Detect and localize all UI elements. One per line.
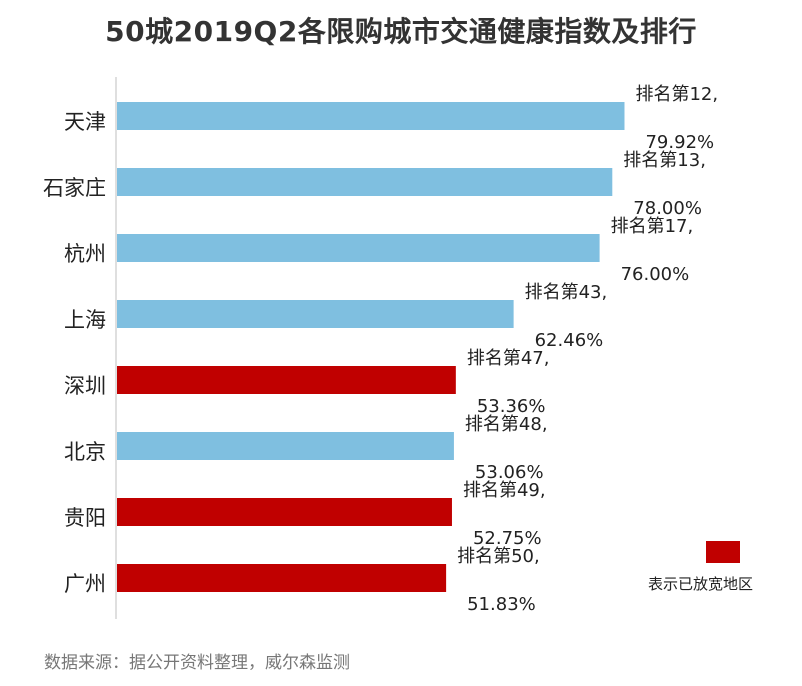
value-label-3: 76.00% xyxy=(621,264,690,285)
bar-7 xyxy=(117,498,452,526)
category-label-4: 上海 xyxy=(64,308,106,332)
category-label-6: 北京 xyxy=(64,440,106,464)
bar-5 xyxy=(117,366,456,394)
bar-8 xyxy=(117,564,447,592)
source-note: 数据来源：据公开资料整理，威尔森监测 xyxy=(44,653,350,673)
rank-label-7: 排名第49, xyxy=(463,480,546,501)
value-label-4: 62.46% xyxy=(535,330,604,351)
legend-swatch xyxy=(706,541,740,563)
category-label-3: 杭州 xyxy=(64,242,106,266)
bar-3 xyxy=(117,234,600,262)
rank-label-6: 排名第48, xyxy=(465,414,548,435)
value-label-6: 53.06% xyxy=(475,462,544,483)
category-label-8: 广州 xyxy=(64,572,106,596)
rank-label-1: 排名第12, xyxy=(635,84,718,105)
rank-label-5: 排名第47, xyxy=(467,348,550,369)
rank-label-4: 排名第43, xyxy=(525,282,608,303)
category-label-1: 天津 xyxy=(64,110,106,134)
value-label-2: 78.00% xyxy=(633,198,702,219)
rank-label-2: 排名第13, xyxy=(623,150,706,171)
value-label-7: 52.75% xyxy=(473,528,542,549)
value-label-8: 51.83% xyxy=(467,594,536,615)
bar-4 xyxy=(117,300,514,328)
bar-2 xyxy=(117,168,613,196)
value-label-5: 53.36% xyxy=(477,396,546,417)
category-label-7: 贵阳 xyxy=(64,506,106,530)
rank-label-3: 排名第17, xyxy=(611,216,694,237)
bar-6 xyxy=(117,432,454,460)
category-label-5: 深圳 xyxy=(64,374,106,398)
chart-title: 50城2019Q2各限购城市交通健康指数及排行 xyxy=(105,15,697,48)
bar-1 xyxy=(117,102,625,130)
legend-label: 表示已放宽地区 xyxy=(648,575,754,593)
category-label-2: 石家庄 xyxy=(43,176,106,200)
rank-label-8: 排名第50, xyxy=(457,546,540,567)
value-label-1: 79.92% xyxy=(645,132,714,153)
